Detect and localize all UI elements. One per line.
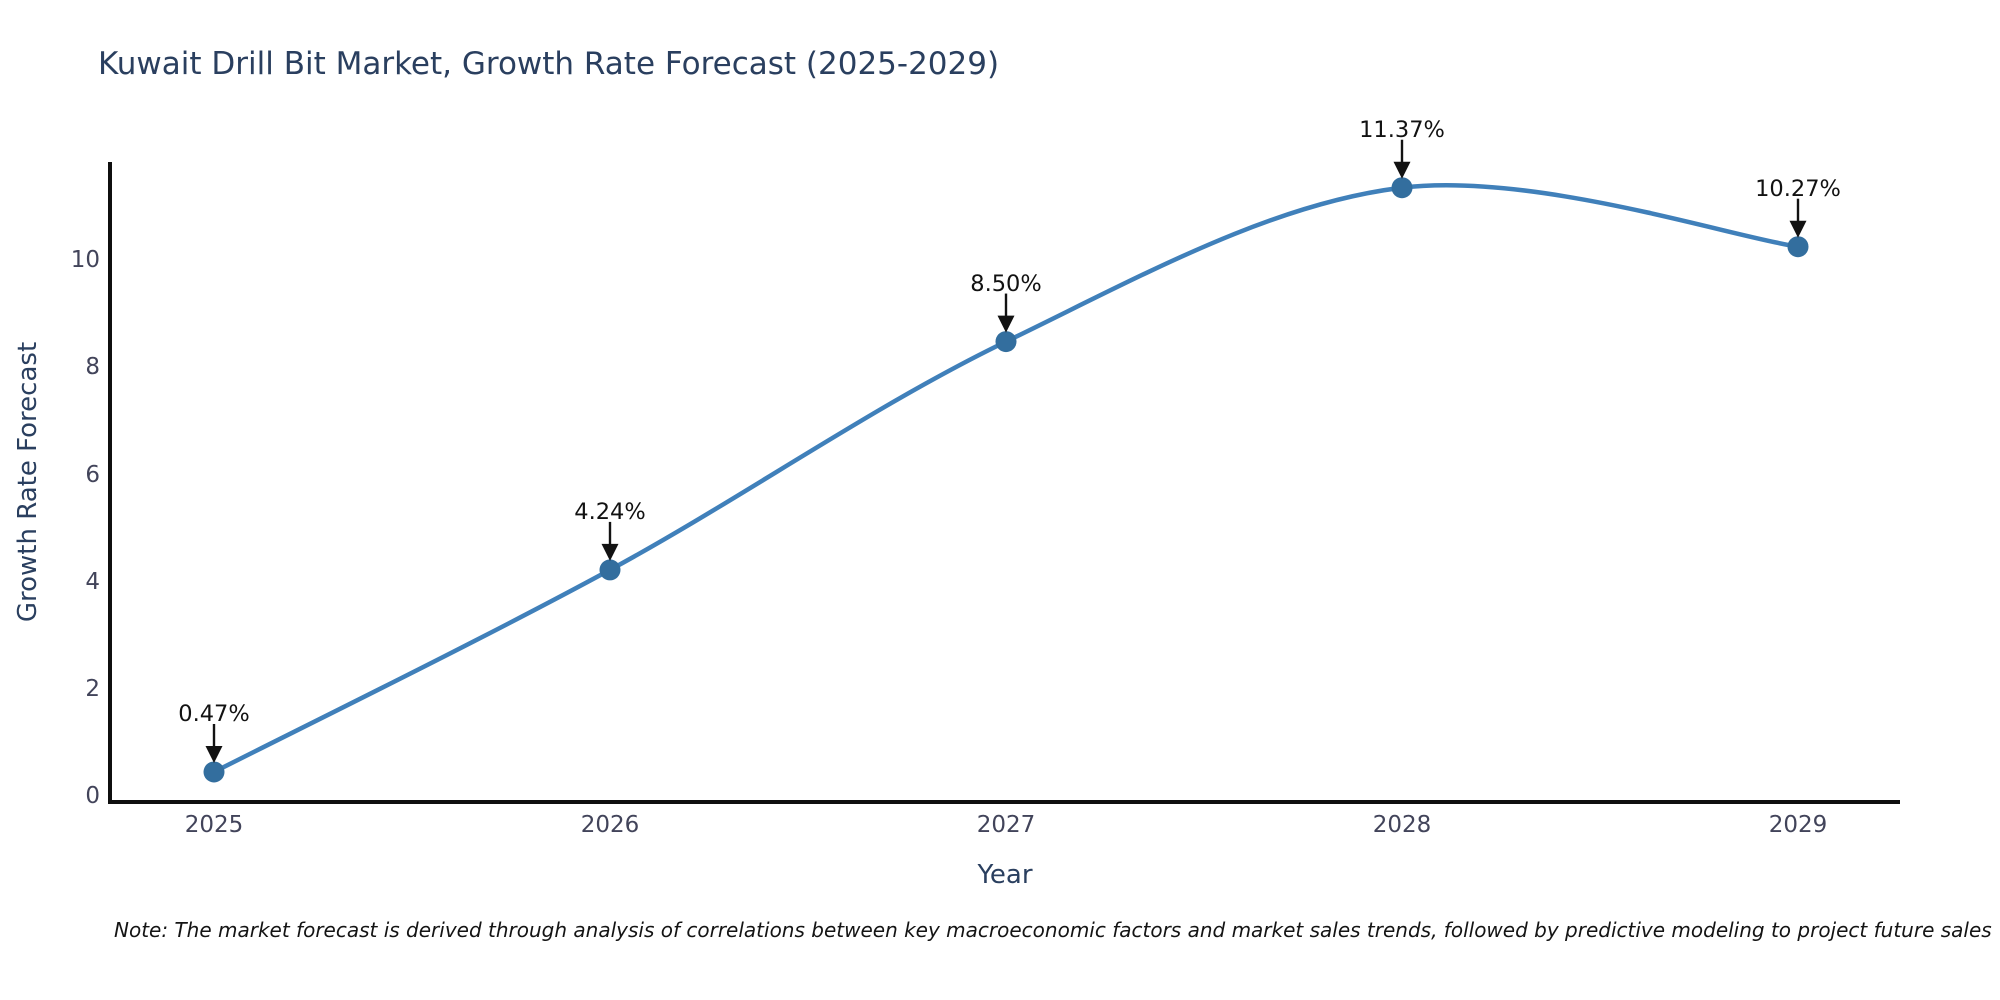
annotation-arrowhead-icon	[205, 745, 223, 763]
point-value-label: 11.37%	[1359, 116, 1445, 143]
data-point-marker[interactable]	[1787, 236, 1809, 258]
x-tick-label: 2027	[976, 812, 1036, 838]
annotation-arrowhead-icon	[1393, 161, 1411, 179]
y-tick-label: 2	[85, 675, 100, 702]
annotation-arrowhead-icon	[1789, 220, 1807, 238]
y-tick-label: 0	[85, 783, 100, 810]
y-tick-label: 6	[85, 461, 100, 488]
point-value-label: 10.27%	[1755, 175, 1841, 202]
x-tick-label: 2026	[580, 812, 640, 838]
chart-title: Kuwait Drill Bit Market, Growth Rate For…	[98, 46, 1000, 82]
x-tick-label: 2028	[1372, 812, 1432, 838]
footnote-text: Note: The market forecast is derived thr…	[114, 918, 1992, 942]
y-tick-label: 4	[85, 568, 100, 595]
data-point-marker[interactable]	[1391, 177, 1413, 199]
annotation-arrowhead-icon	[601, 543, 619, 561]
x-axis-title: Year	[977, 860, 1033, 890]
point-value-label: 8.50%	[970, 270, 1042, 297]
data-point-marker[interactable]	[599, 559, 621, 581]
y-tick-label: 8	[85, 354, 100, 381]
y-tick-label: 10	[70, 247, 100, 274]
x-tick-label: 2029	[1768, 812, 1828, 838]
annotation-arrowhead-icon	[997, 315, 1015, 333]
x-tick-label: 2025	[184, 812, 244, 838]
data-point-marker[interactable]	[203, 761, 225, 783]
point-value-label: 0.47%	[178, 700, 250, 727]
data-point-marker[interactable]	[995, 331, 1017, 353]
point-value-label: 4.24%	[574, 498, 646, 525]
